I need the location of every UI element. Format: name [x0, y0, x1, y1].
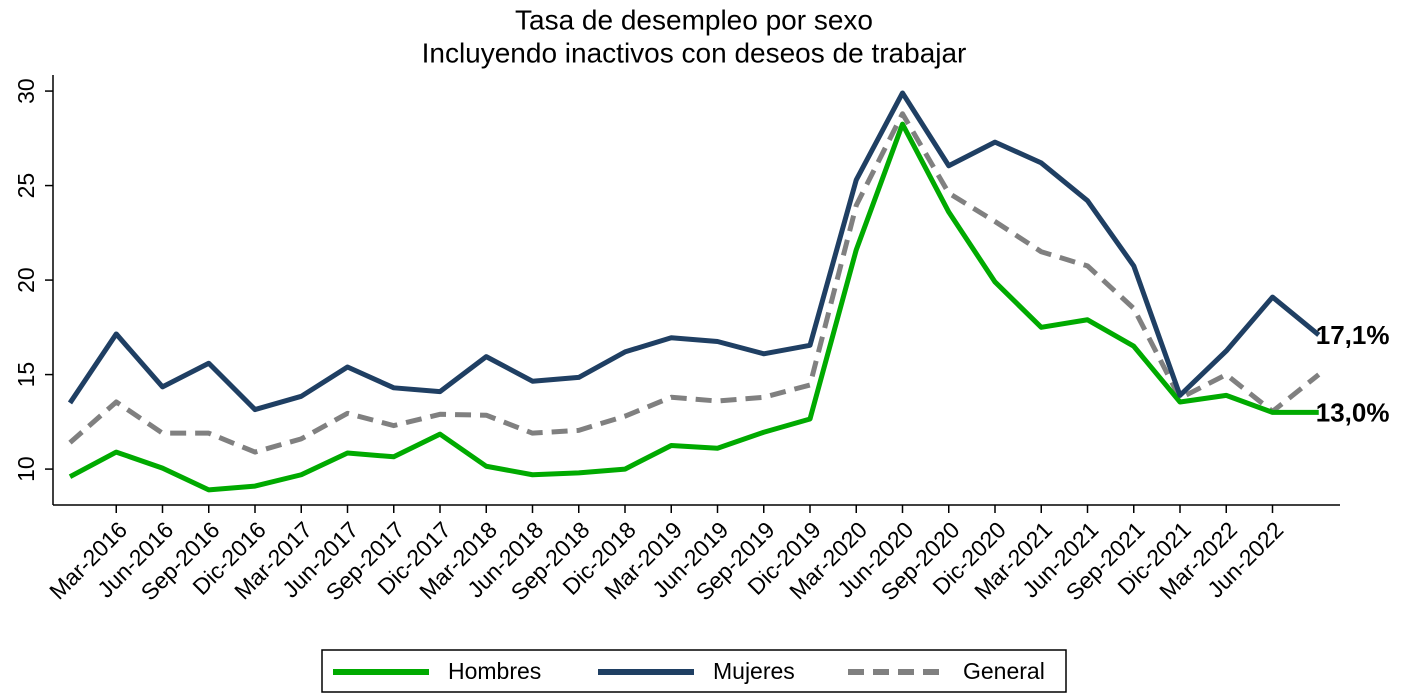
y-tick-label: 20 — [13, 267, 39, 293]
legend-label: Mujeres — [713, 658, 795, 684]
chart-subtitle: Incluyendo inactivos con deseos de traba… — [422, 37, 967, 68]
chart-title: Tasa de desempleo por sexo — [515, 4, 873, 35]
series-line — [68, 111, 1321, 455]
legend-label: Hombres — [448, 658, 541, 684]
y-tick-label: 15 — [13, 362, 39, 388]
data-label: 13,0% — [1316, 397, 1390, 427]
legend-box — [321, 649, 1067, 693]
series-line — [67, 90, 1321, 413]
y-tick-label: 10 — [13, 456, 39, 482]
y-tick-label: 25 — [13, 173, 39, 199]
series-line — [68, 121, 1319, 493]
legend-label: General — [963, 658, 1045, 684]
data-label: 17,1% — [1316, 320, 1390, 350]
y-tick-label: 30 — [13, 78, 39, 104]
